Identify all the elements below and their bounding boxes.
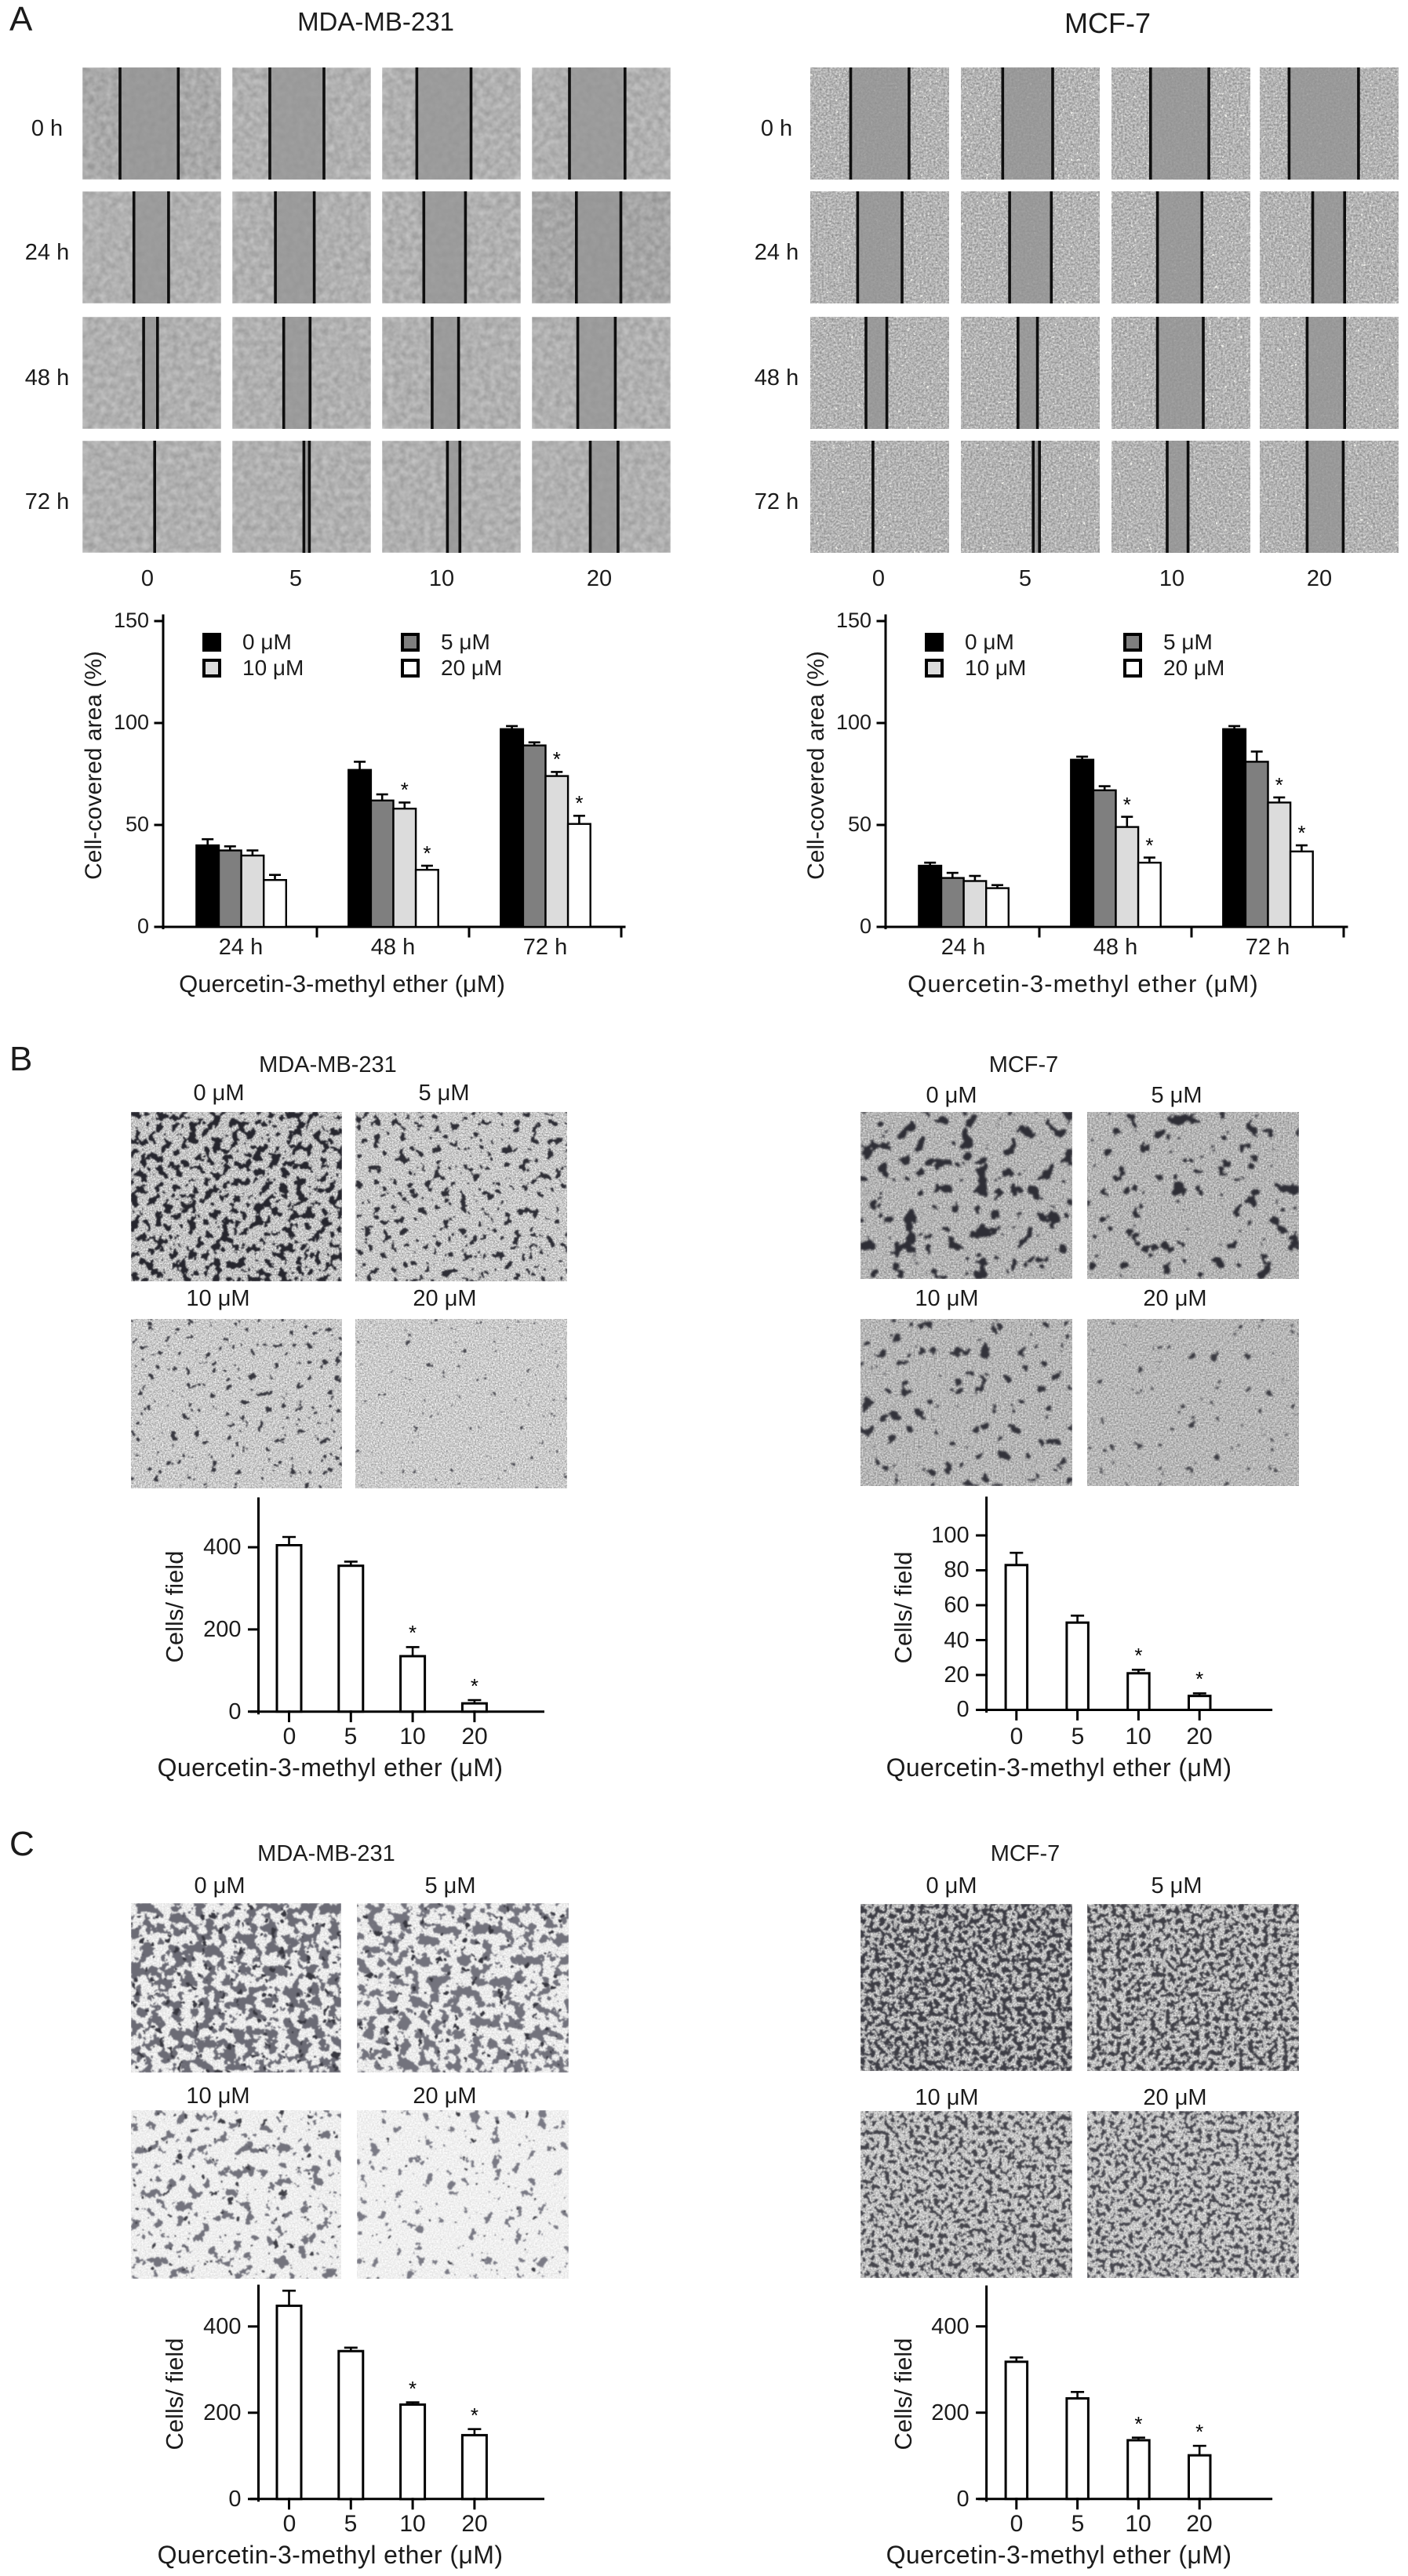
svg-text:*: *: [1123, 793, 1131, 816]
svg-text:*: *: [553, 747, 561, 771]
svg-text:*: *: [1134, 2412, 1142, 2436]
svg-text:*: *: [1134, 1644, 1142, 1667]
svg-text:*: *: [1195, 2420, 1203, 2443]
svg-text:*: *: [1275, 773, 1283, 797]
svg-text:*: *: [423, 841, 431, 865]
svg-text:*: *: [1195, 1667, 1203, 1691]
svg-text:*: *: [409, 2377, 417, 2400]
svg-text:*: *: [1297, 821, 1305, 845]
svg-text:*: *: [471, 2403, 478, 2427]
svg-text:*: *: [1145, 834, 1153, 857]
svg-text:*: *: [471, 1674, 478, 1698]
svg-text:*: *: [409, 1621, 417, 1644]
svg-text:*: *: [401, 778, 409, 801]
svg-text:*: *: [575, 791, 583, 815]
